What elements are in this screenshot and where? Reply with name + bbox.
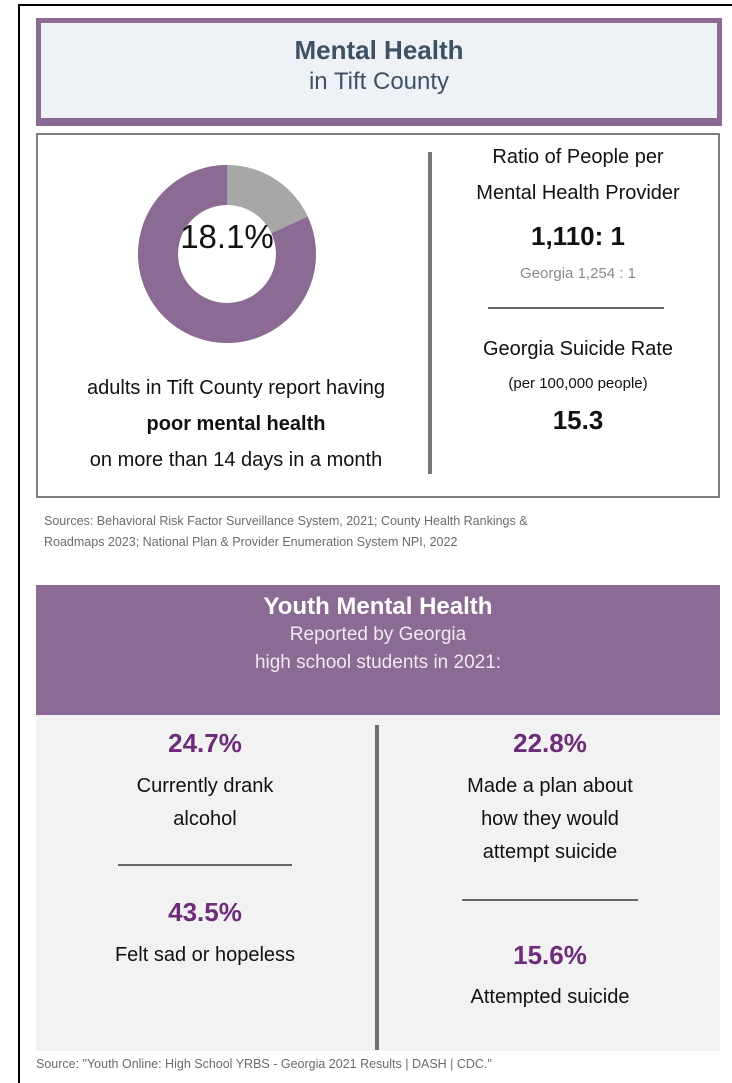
poor-mental-health-donut: [138, 165, 316, 343]
ratio-value: 1,110: 1: [531, 221, 625, 251]
alcohol-desc-line1: Currently drank: [136, 775, 274, 797]
attempted-suicide-desc-line1: Attempted suicide: [470, 986, 630, 1008]
stats-vertical-divider: [428, 152, 432, 474]
youth-source-note: Source: "Youth Online: High School YRBS …: [36, 1057, 492, 1071]
left-stat-divider: [118, 864, 292, 866]
suicide-rate-value: 15.3: [552, 405, 604, 435]
sources-line2: Roadmaps 2023; National Plan & Provider …: [44, 535, 458, 549]
sad-hopeless-percent: 43.5%: [168, 897, 242, 927]
donut-value-label: 18.1%: [180, 218, 274, 255]
attempted-suicide-percent: 15.6%: [513, 940, 587, 970]
sad-hopeless-desc-line1: Felt sad or hopeless: [114, 944, 296, 966]
youth-vertical-divider: [375, 725, 379, 1050]
adults-caption-line1: adults in Tift County report having: [87, 377, 385, 399]
county-stats-panel: [36, 133, 720, 498]
page-border-top: [18, 4, 732, 6]
youth-subtitle-line1: Reported by Georgia: [289, 624, 467, 645]
alcohol-percent: 24.7%: [168, 728, 242, 758]
suicide-plan-description: Made a plan about how they would attempt…: [380, 770, 720, 869]
page-subtitle: in Tift County: [308, 68, 450, 95]
suicide-plan-percent: 22.8%: [513, 728, 587, 758]
donut-main-arc: [138, 165, 316, 343]
page-title: Mental Health: [294, 35, 464, 65]
suicide-rate-label: Georgia Suicide Rate: [482, 338, 674, 360]
sources-line1: Sources: Behavioral Risk Factor Surveill…: [44, 514, 528, 528]
youth-header: Youth Mental Health Reported by Georgia …: [36, 585, 720, 715]
ratio-label-line1: Ratio of People per: [492, 146, 664, 168]
mental-health-header: Mental Health in Tift County: [36, 18, 722, 126]
page-border-left: [18, 4, 20, 1083]
sad-hopeless-description: Felt sad or hopeless: [36, 939, 374, 972]
youth-subtitle-line2: high school students in 2021:: [254, 652, 502, 673]
ratio-label-line2: Mental Health Provider: [476, 182, 680, 204]
right-stat-divider: [462, 899, 638, 901]
sources-note: Sources: Behavioral Risk Factor Surveill…: [44, 511, 714, 553]
adults-caption-emphasis: poor mental health: [146, 413, 326, 435]
adults-caption-line3: on more than 14 days in a month: [89, 449, 383, 471]
attempted-suicide-description: Attempted suicide: [380, 981, 720, 1014]
suicide-plan-desc-line1: Made a plan about: [467, 775, 633, 797]
alcohol-desc-line2: alcohol: [173, 808, 237, 830]
ratio-divider: [488, 307, 664, 309]
suicide-plan-desc-line2: how they would: [481, 808, 619, 830]
suicide-rate-unit: (per 100,000 people): [508, 375, 648, 392]
suicide-plan-desc-line3: attempt suicide: [482, 841, 618, 863]
youth-title: Youth Mental Health: [263, 593, 493, 620]
ratio-georgia-comparison: Georgia 1,254 : 1: [520, 265, 636, 282]
alcohol-description: Currently drank alcohol: [36, 770, 374, 836]
